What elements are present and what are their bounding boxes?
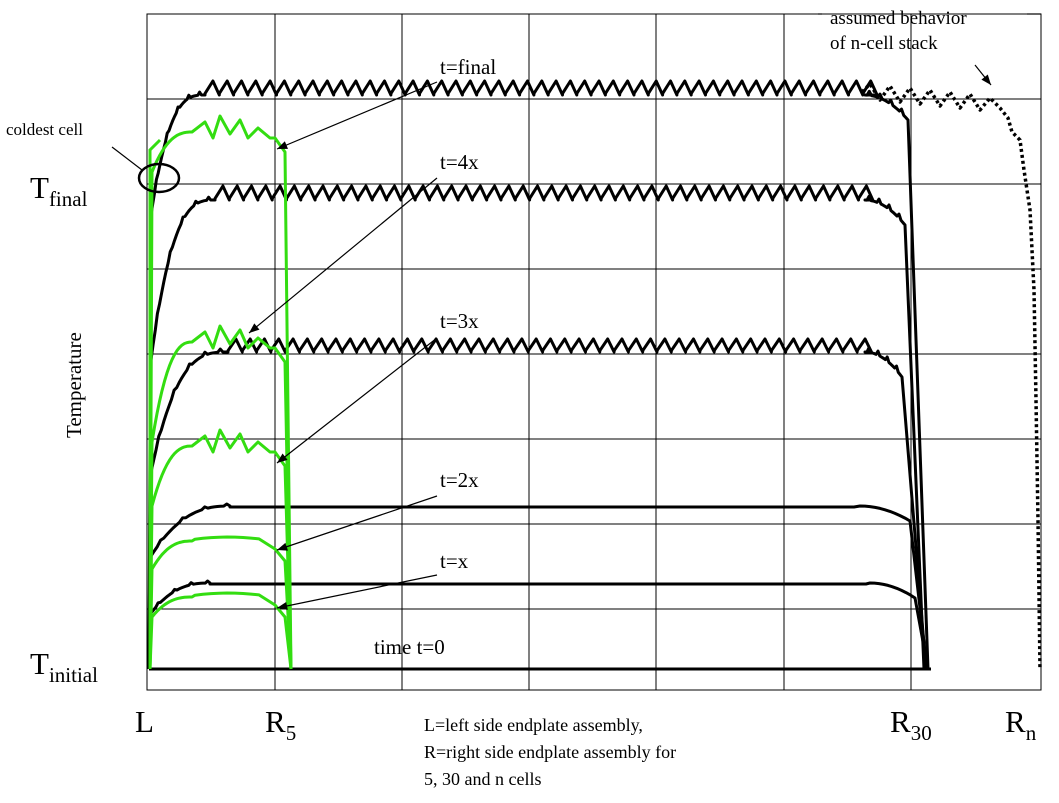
curve-5-cell-left-rise: [148, 138, 162, 669]
arrow-t-x-line: [276, 574, 438, 609]
curve-30-cell-t-4x: [147, 184, 926, 670]
x-label-R30-sub: 30: [910, 721, 932, 745]
t-initial-main: T: [30, 646, 49, 681]
arrow-t-4x-line: [248, 177, 438, 334]
arrow-t-2x-head: [277, 542, 288, 551]
x-label-R5: R5: [265, 706, 296, 744]
arrow-assumed-behavior-head: [981, 74, 991, 85]
annotation-shapes: [111, 13, 1041, 610]
curve-5-cell-t-x: [148, 591, 293, 670]
label-t3x: t=3x: [440, 309, 479, 333]
stack-30-cell-curves: [147, 79, 1042, 671]
arrow-t-4x-head: [249, 323, 260, 333]
t-initial-label: Tinitial: [30, 648, 98, 686]
curve-5-cell-t-4x: [148, 324, 293, 670]
arrow-t-x-head: [277, 601, 288, 610]
x-label-Rn-main: R: [1005, 704, 1026, 739]
x-label-L: L: [135, 706, 154, 737]
x-label-R5-main: R: [265, 704, 286, 739]
t-final-label: Tfinal: [30, 172, 87, 210]
curve-5-cell-t-2x: [148, 535, 293, 670]
coldest-cell-label: coldest cell: [6, 120, 83, 139]
label-tx: t=x: [440, 549, 469, 573]
arrow-t-2x-line: [276, 495, 438, 551]
curve-5-cell-t-3x: [148, 428, 293, 670]
curve-30-cell-t-3x: [147, 337, 928, 670]
curve-30-cell-t-x: [147, 579, 930, 670]
arrow-t-final-line: [276, 81, 438, 150]
x-label-R30-main: R: [890, 704, 911, 739]
label-t4x: t=4x: [440, 150, 479, 174]
assumed-behavior-note: assumed behavior of n-cell stack: [830, 8, 967, 54]
legend-note: L=left side endplate assembly, R=right s…: [424, 715, 677, 789]
coldest-cell-leader: [111, 146, 143, 171]
y-axis-label: Temperature: [62, 332, 86, 438]
t-final-sub: final: [48, 187, 88, 211]
grid: [146, 13, 1042, 691]
x-label-R30: R30: [890, 706, 932, 744]
curve-5-cell-t-final: [148, 114, 293, 670]
curve-30-cell-t-final: [147, 79, 930, 670]
arrow-t-final-head: [277, 141, 288, 149]
label-tfinal: t=final: [440, 55, 497, 79]
x-label-R5-sub: 5: [285, 721, 297, 745]
curve-30-cell-t-2x: [147, 502, 929, 670]
curve-n-cell-assumed: [860, 82, 1042, 670]
label-t2x: t=2x: [440, 468, 479, 492]
arrow-t-3x-head: [277, 453, 288, 463]
stack-5-cell-curves: [148, 114, 293, 670]
x-label-Rn-sub: n: [1025, 721, 1037, 745]
x-label-L-main: L: [135, 704, 154, 739]
coldest-cell-ellipse: [137, 162, 181, 194]
label-t0: time t=0: [374, 635, 445, 659]
arrow-t-3x-line: [276, 337, 438, 464]
t-initial-sub: initial: [48, 663, 98, 687]
x-label-Rn: Rn: [1005, 706, 1036, 744]
t-final-main: T: [30, 170, 49, 205]
plot-frame: [146, 13, 1042, 691]
